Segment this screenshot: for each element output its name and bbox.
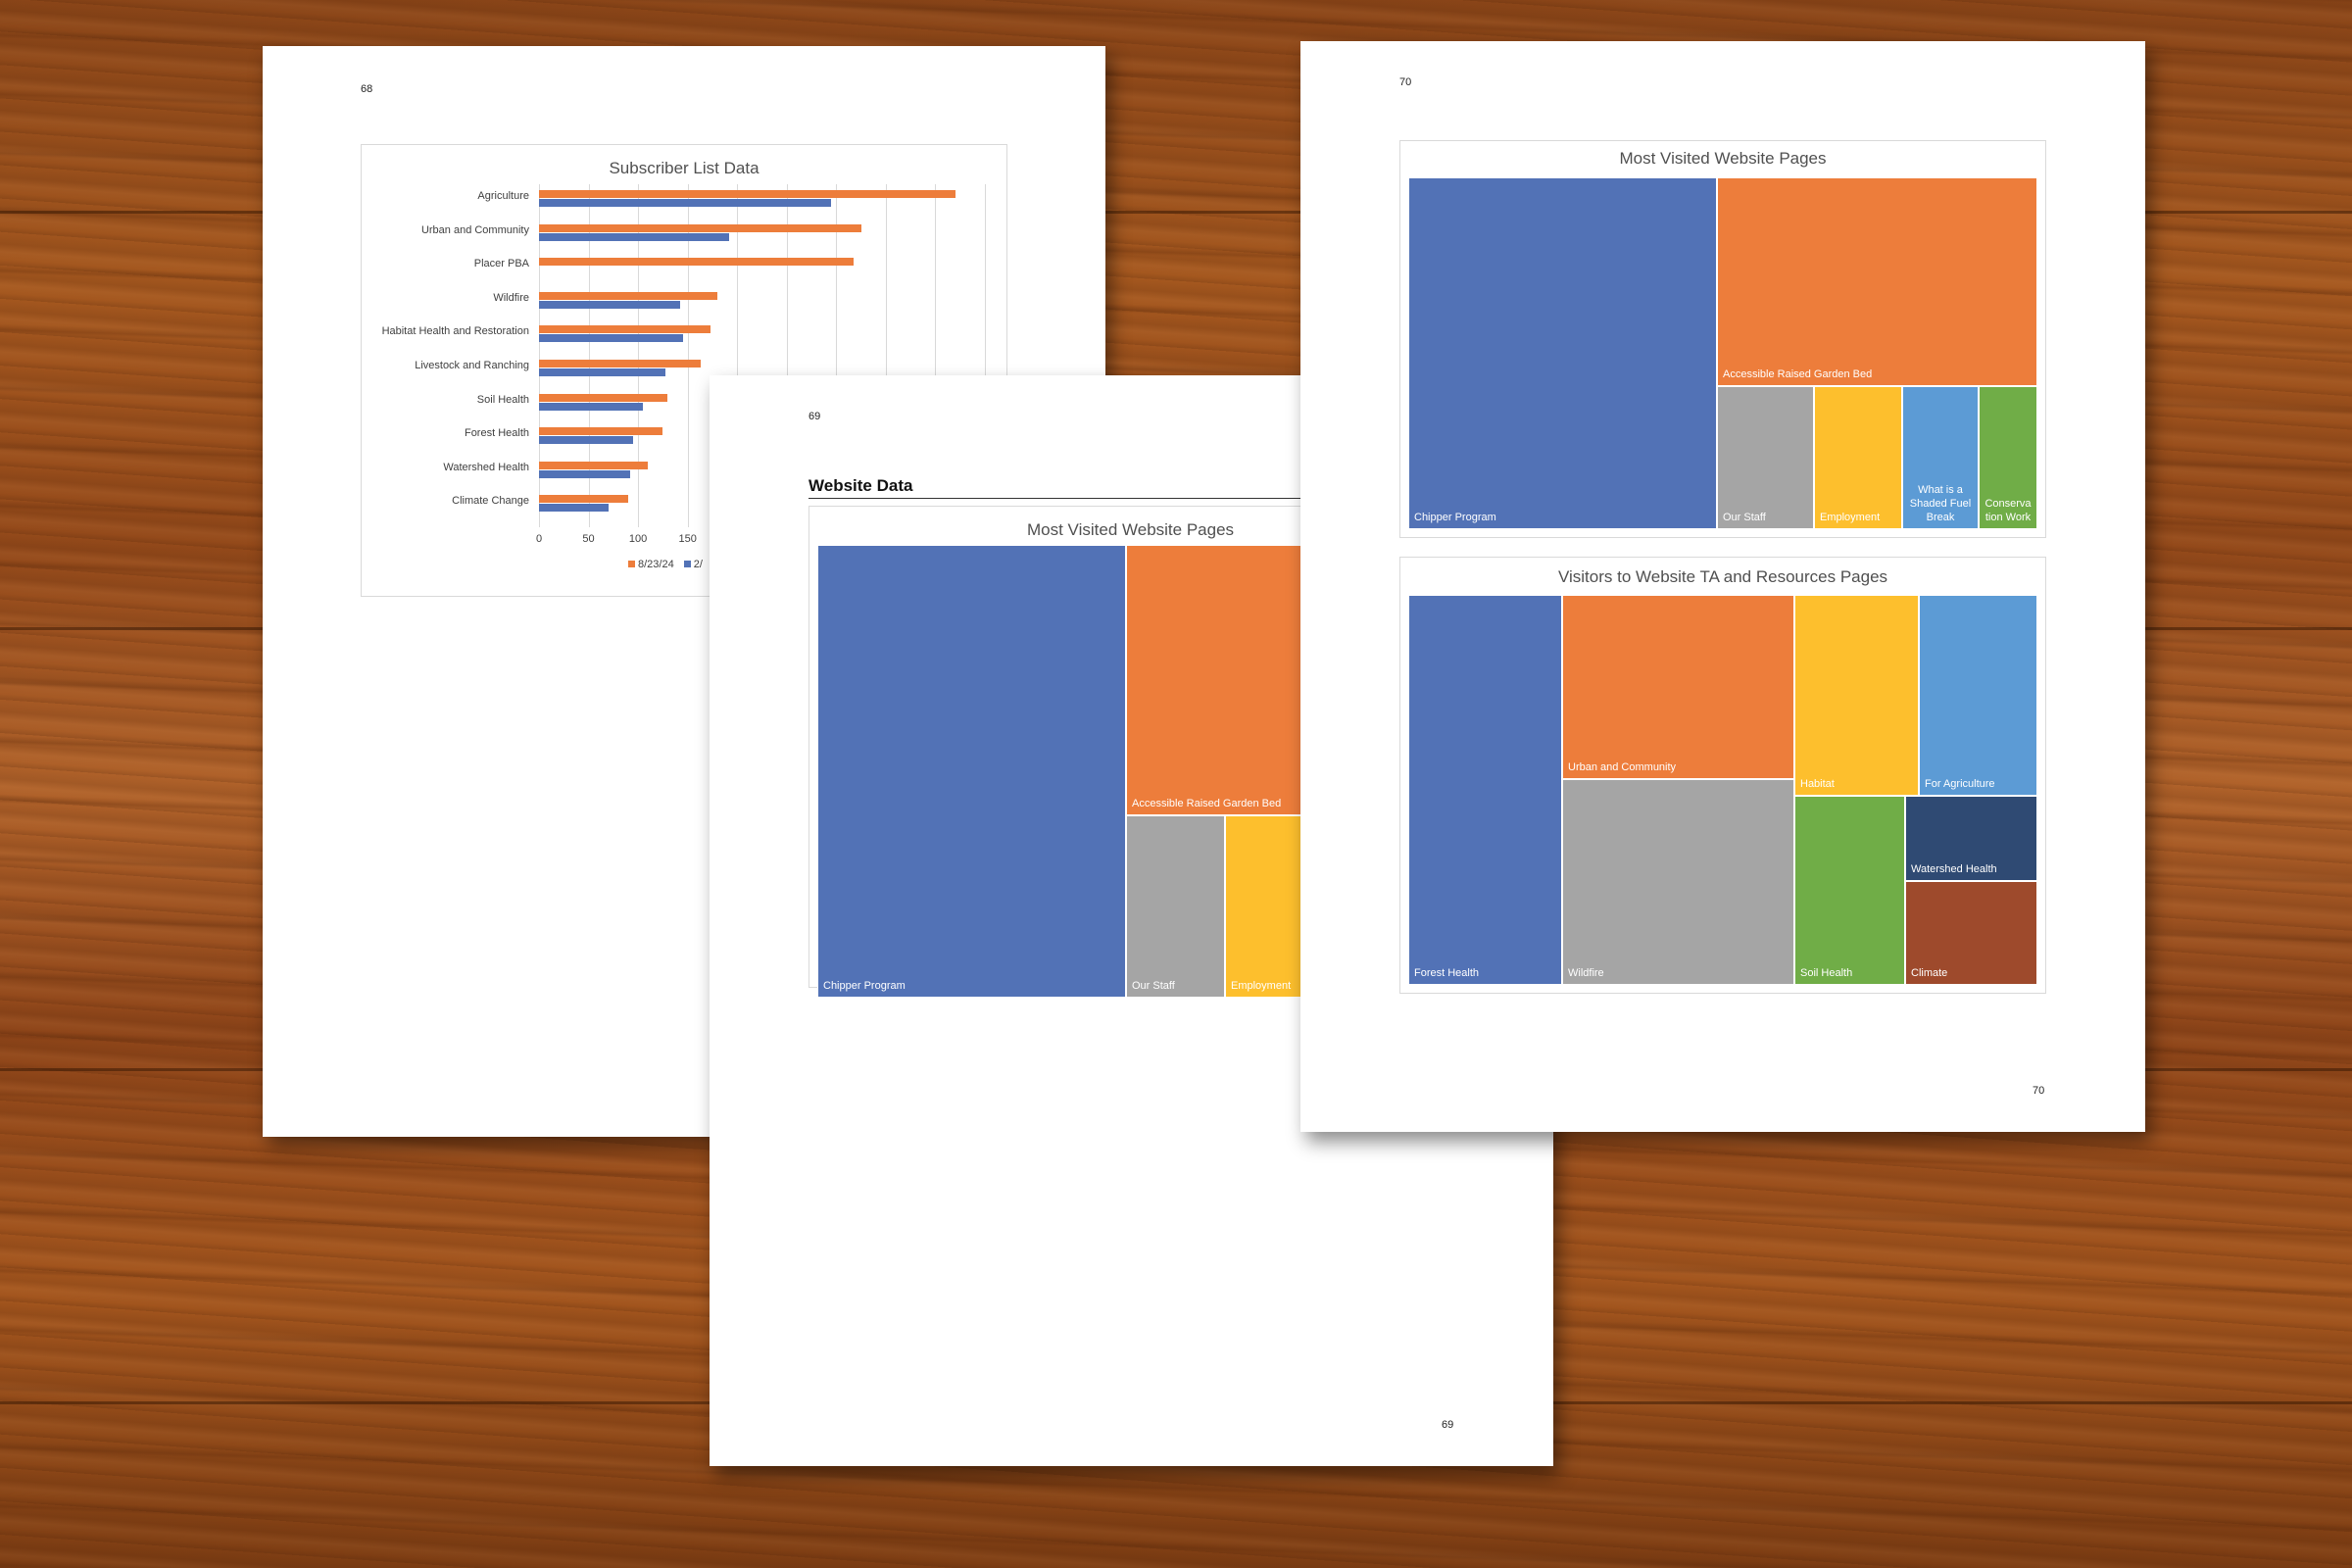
page-69: 69 Website Data Most Visited Website Pag…: [710, 375, 1553, 1466]
bar-orange: [539, 291, 717, 300]
legend-label: 8/23/24: [638, 559, 674, 570]
category-label: Climate Change: [452, 495, 529, 508]
chart-title: Visitors to Website TA and Resources Pag…: [1557, 567, 1888, 586]
x-tick-label: 50: [582, 533, 595, 545]
x-tick-label: 150: [678, 533, 697, 545]
gridline: [935, 184, 937, 527]
tile-chipper-program: Chipper Program: [817, 545, 1126, 998]
legend: 8/23/24 2/: [628, 559, 712, 570]
page-number: 68: [361, 83, 373, 95]
gridline: [836, 184, 838, 527]
tile-conservation-work: Conserva tion Work: [1979, 386, 2037, 529]
bar-orange: [539, 360, 701, 368]
wood-seam: [0, 211, 2352, 214]
bar-blue: [539, 504, 609, 513]
legend-swatch: [683, 561, 691, 567]
page-number: 69: [808, 411, 821, 422]
gridline: [687, 184, 689, 527]
category-label: Placer PBA: [473, 258, 529, 270]
gridline: [539, 184, 540, 527]
bar-blue: [539, 402, 644, 411]
category-label: Watershed Health: [443, 461, 529, 473]
treemap-most-visited: Most Visited Website Pages Chipper Progr…: [1399, 140, 2046, 538]
bar-blue: [539, 300, 680, 309]
tile-soil-health: Soil Health: [1794, 796, 1905, 985]
bar-blue: [539, 232, 730, 241]
page-70: 70 Most Visited Website Pages Chipper Pr…: [1300, 41, 2145, 1132]
bar-orange: [539, 461, 649, 469]
category-label: Habitat Health and Restoration: [381, 325, 529, 338]
section-rule: [808, 498, 1318, 499]
tile-climate: Climate: [1905, 881, 2037, 985]
tile-forest-health: Forest Health: [1408, 595, 1562, 985]
bar-orange: [539, 427, 663, 436]
gridline: [588, 184, 590, 527]
treemap-ta-resources: Visitors to Website TA and Resources Pag…: [1399, 557, 2046, 994]
tile-watershed-health: Watershed Health: [1905, 796, 2037, 881]
chart-title: Most Visited Website Pages: [1027, 520, 1235, 539]
bar-orange: [539, 258, 854, 267]
tile-wildfire: Wildfire: [1562, 779, 1794, 985]
gridline: [985, 184, 986, 527]
tile-urban-and-community: Urban and Community: [1562, 595, 1794, 779]
category-label: Agriculture: [477, 190, 529, 202]
tile-our-staff: Our Staff: [1717, 386, 1814, 529]
category-label: Wildfire: [493, 291, 529, 304]
bar-orange: [539, 393, 668, 402]
tile-for-agriculture: For Agriculture: [1919, 595, 2037, 796]
bar-blue: [539, 469, 631, 478]
section-heading: Website Data: [808, 476, 913, 495]
tile-our-staff: Our Staff: [1126, 815, 1225, 998]
chart-title: Subscriber List Data: [609, 159, 760, 177]
tile-shaded-fuel-break: What is a Shaded Fuel Break: [1902, 386, 1979, 529]
page-number: 70: [1399, 76, 1412, 88]
bar-orange: [539, 325, 710, 334]
footer-page-number: 70: [2033, 1085, 2045, 1097]
bar-orange: [539, 223, 861, 232]
tile-habitat: Habitat: [1794, 595, 1919, 796]
bar-orange: [539, 495, 628, 504]
bar-orange: [539, 190, 956, 198]
category-label: Forest Health: [464, 427, 529, 440]
legend-item: 2/: [683, 559, 703, 570]
footer-page-number: 69: [1442, 1419, 1454, 1431]
tile-employment: Employment: [1814, 386, 1902, 529]
bar-blue: [539, 368, 666, 376]
category-label: Soil Health: [476, 393, 529, 406]
gridline: [786, 184, 788, 527]
category-label: Livestock and Ranching: [415, 360, 529, 371]
tile-chipper-program: Chipper Program: [1408, 177, 1717, 529]
x-tick-label: 0: [535, 533, 543, 545]
gridline: [638, 184, 640, 527]
tile-accessible-raised-garden-bed: Accessible Raised Garden Bed: [1717, 177, 2037, 386]
gridline: [737, 184, 739, 527]
bar-blue: [539, 334, 683, 343]
bar-plot-area: Agriculture Urban and Community Placer PBA…: [362, 145, 1006, 596]
category-label: Urban and Community: [420, 223, 529, 236]
treemap-most-visited: Most Visited Website Pages Chipper Progr…: [808, 506, 1400, 998]
legend-item: 8/23/24: [628, 559, 674, 570]
legend-label: 2/: [693, 559, 703, 570]
legend-swatch: [628, 561, 635, 567]
bar-blue: [539, 199, 832, 207]
gridline: [885, 184, 887, 527]
x-tick-label: 100: [628, 533, 648, 545]
bar-blue: [539, 436, 634, 445]
chart-title: Most Visited Website Pages: [1619, 149, 1827, 168]
